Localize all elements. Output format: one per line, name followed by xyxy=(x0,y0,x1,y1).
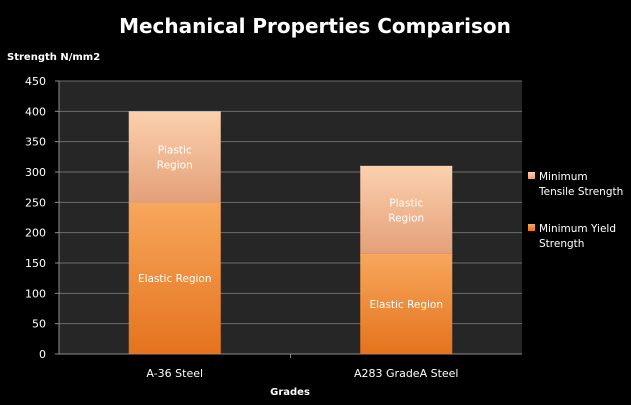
y-tick-label: 350 xyxy=(25,136,46,149)
y-tick-label: 50 xyxy=(32,318,46,331)
y-tick-label: 300 xyxy=(25,166,46,179)
chart-title: Mechanical Properties Comparison xyxy=(119,14,511,38)
bar-segment xyxy=(128,202,221,354)
y-tick-label: 450 xyxy=(25,75,46,88)
y-tick-label: 250 xyxy=(25,196,46,209)
bar-segment-label: Elastic Region xyxy=(138,273,212,285)
y-axis-title: Strength N/mm2 xyxy=(7,52,100,63)
plot-area xyxy=(59,81,522,354)
bar-segment-label: Plastic xyxy=(389,197,423,209)
legend-label: Minimum Yield xyxy=(539,223,616,235)
y-tick-label: 400 xyxy=(25,105,46,118)
x-axis-title: Grades xyxy=(270,387,310,398)
legend-label: Strength xyxy=(539,238,584,250)
y-tick-label: 150 xyxy=(25,257,46,270)
y-tick-label: 100 xyxy=(25,287,46,300)
y-tick-label: 200 xyxy=(25,227,46,240)
legend: Minimum Tensile Strength Minimum Yield Stre… xyxy=(528,171,623,250)
legend-label: Minimum xyxy=(539,171,588,183)
bar-segment xyxy=(128,111,221,203)
legend-label: Tensile Strength xyxy=(538,186,623,198)
legend-swatch xyxy=(528,172,535,179)
bar-segment xyxy=(360,253,453,354)
y-axis-ticks: 0 50 100 150 200 250 300 350 400 450 xyxy=(25,75,59,361)
bars: Elastic Region Plastic Region Elastic Regio… xyxy=(128,111,453,354)
bar-segment-label: Plastic xyxy=(158,144,192,156)
bar-segment xyxy=(360,165,453,254)
x-tick-label: A-36 Steel xyxy=(146,367,203,380)
x-tick-label: A283 GradeA Steel xyxy=(354,367,458,380)
legend-swatch xyxy=(528,224,535,231)
bar-segment-label: Region xyxy=(157,159,193,171)
bar-segment-label: Region xyxy=(388,212,424,224)
x-axis-ticks: A-36 Steel A283 GradeA Steel xyxy=(146,354,458,380)
bar-segment-label: Elastic Region xyxy=(369,299,443,311)
y-tick-label: 0 xyxy=(39,348,46,361)
